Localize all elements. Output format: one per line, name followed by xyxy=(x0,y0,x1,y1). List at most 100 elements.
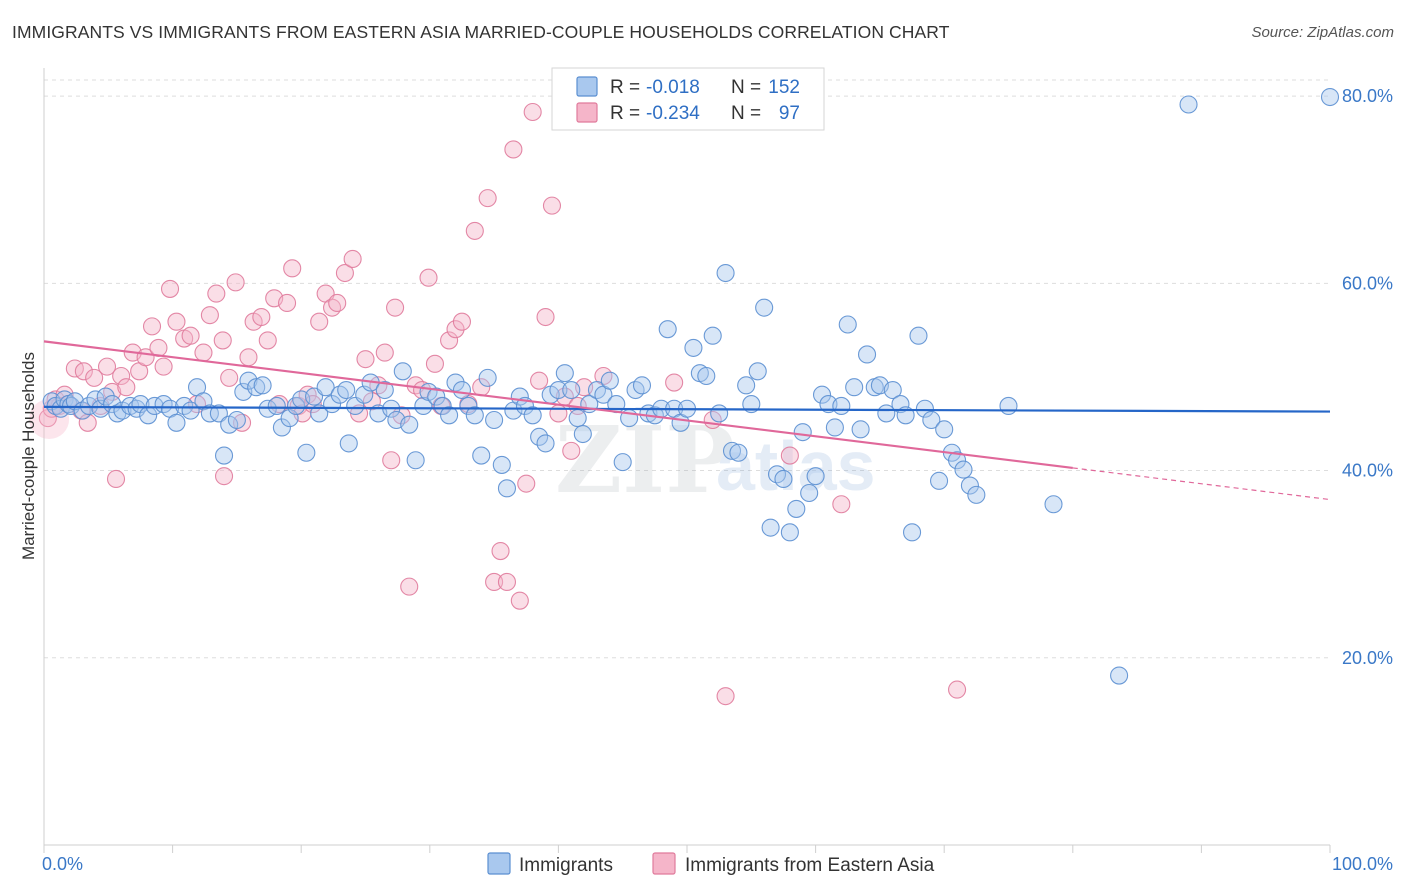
point-eastern-asia xyxy=(425,354,444,373)
point-immigrants xyxy=(930,471,949,490)
point-immigrants xyxy=(1110,666,1129,685)
point-eastern-asia xyxy=(97,357,117,376)
point-immigrants xyxy=(761,518,780,537)
point-immigrants xyxy=(613,453,632,472)
point-eastern-asia xyxy=(194,343,213,362)
point-eastern-asia xyxy=(226,273,245,292)
point-immigrants xyxy=(748,362,767,381)
y-axis-title: Married-couple Households xyxy=(19,352,38,560)
legend-r-value-1: -0.018 xyxy=(646,77,700,98)
point-immigrants xyxy=(812,385,832,404)
stats-legend: R = -0.018 N = 152 R = -0.234 N = 97 xyxy=(551,67,825,131)
point-immigrants xyxy=(935,420,954,439)
trend-lines xyxy=(43,340,1331,501)
point-immigrants xyxy=(253,376,272,395)
legend-n-label-1: N = xyxy=(731,77,761,98)
point-eastern-asia xyxy=(283,259,302,278)
point-immigrants xyxy=(297,443,316,462)
point-eastern-asia xyxy=(200,306,219,325)
point-eastern-asia xyxy=(328,293,347,313)
point-immigrants xyxy=(337,380,356,400)
point-eastern-asia xyxy=(106,469,126,489)
point-immigrants xyxy=(909,326,928,345)
point-eastern-asia xyxy=(542,196,562,215)
point-immigrants xyxy=(793,423,812,442)
point-immigrants xyxy=(774,469,793,489)
point-eastern-asia xyxy=(160,279,180,298)
bottom-legend: Immigrants Immigrants from Eastern Asia xyxy=(487,852,935,876)
point-immigrants xyxy=(710,404,729,423)
point-eastern-asia xyxy=(419,268,438,287)
point-eastern-asia xyxy=(252,307,271,327)
point-immigrants xyxy=(915,399,934,418)
legend-swatch-immigrants xyxy=(576,76,598,97)
point-immigrants xyxy=(96,387,115,406)
point-immigrants xyxy=(1044,495,1063,514)
trend-line-immigrants xyxy=(43,405,1331,413)
point-immigrants xyxy=(600,371,619,390)
legend-swatch-eastern-asia xyxy=(576,102,598,123)
point-eastern-asia xyxy=(154,357,173,376)
point-immigrants xyxy=(780,523,799,542)
point-immigrants xyxy=(632,376,652,395)
point-eastern-asia xyxy=(780,446,799,465)
trend-line-eastern-asia-extension xyxy=(1072,467,1331,501)
point-immigrants xyxy=(414,396,433,415)
point-immigrants xyxy=(267,396,286,415)
legend-r-value-2: -0.234 xyxy=(646,103,700,124)
y-tick-label: 20.0% xyxy=(1342,648,1393,668)
point-immigrants xyxy=(767,465,787,484)
point-immigrants xyxy=(587,380,607,400)
y-tick-label: 80.0% xyxy=(1342,86,1393,106)
point-immigrants xyxy=(227,410,246,430)
point-immigrants xyxy=(214,446,234,465)
point-immigrants xyxy=(626,380,645,400)
point-immigrants xyxy=(832,396,851,415)
point-immigrants xyxy=(440,406,459,425)
point-eastern-asia xyxy=(335,263,354,283)
point-immigrants xyxy=(406,451,425,470)
bottom-legend-label-eastern-asia: Immigrants from Eastern Asia xyxy=(685,855,935,876)
point-immigrants xyxy=(272,418,291,437)
point-eastern-asia xyxy=(74,362,93,381)
point-immigrants xyxy=(459,396,478,415)
point-immigrants xyxy=(716,263,735,283)
point-immigrants xyxy=(316,378,335,397)
legend-r-label-1: R = xyxy=(610,77,640,98)
point-immigrants xyxy=(845,378,864,397)
point-eastern-asia xyxy=(491,542,510,561)
point-eastern-asia xyxy=(375,343,394,362)
point-eastern-asia xyxy=(214,467,234,486)
point-immigrants xyxy=(400,415,419,434)
point-immigrants xyxy=(433,396,452,415)
point-eastern-asia xyxy=(400,577,419,596)
point-eastern-asia xyxy=(181,326,200,345)
point-immigrants xyxy=(742,395,761,414)
point-immigrants xyxy=(948,451,967,470)
point-eastern-asia xyxy=(562,441,581,460)
point-eastern-asia xyxy=(239,348,258,367)
chart-title: IMMIGRANTS VS IMMIGRANTS FROM EASTERN AS… xyxy=(12,22,950,42)
point-eastern-asia xyxy=(478,189,497,208)
point-immigrants xyxy=(1320,87,1340,107)
point-immigrants xyxy=(167,413,186,432)
bottom-legend-swatch-eastern-asia xyxy=(652,852,676,875)
point-immigrants xyxy=(247,378,266,397)
x-tick-label-max: 100.0% xyxy=(1332,854,1393,874)
point-immigrants xyxy=(497,479,517,498)
point-immigrants xyxy=(485,410,504,430)
point-eastern-asia xyxy=(386,298,405,317)
point-immigrants xyxy=(851,420,870,439)
y-tick-label: 60.0% xyxy=(1342,273,1393,293)
point-immigrants xyxy=(800,483,819,503)
trend-line-eastern-asia xyxy=(43,340,1073,470)
point-eastern-asia xyxy=(549,404,568,423)
source-label: Source: ZipAtlas.com xyxy=(1251,24,1394,41)
point-eastern-asia xyxy=(382,451,401,470)
point-immigrants xyxy=(472,446,491,465)
watermark-atlas: atlas xyxy=(716,427,876,505)
point-immigrants xyxy=(549,380,568,400)
point-eastern-asia xyxy=(485,572,504,591)
point-immigrants xyxy=(465,406,484,425)
series-immigrants-points xyxy=(42,87,1340,685)
